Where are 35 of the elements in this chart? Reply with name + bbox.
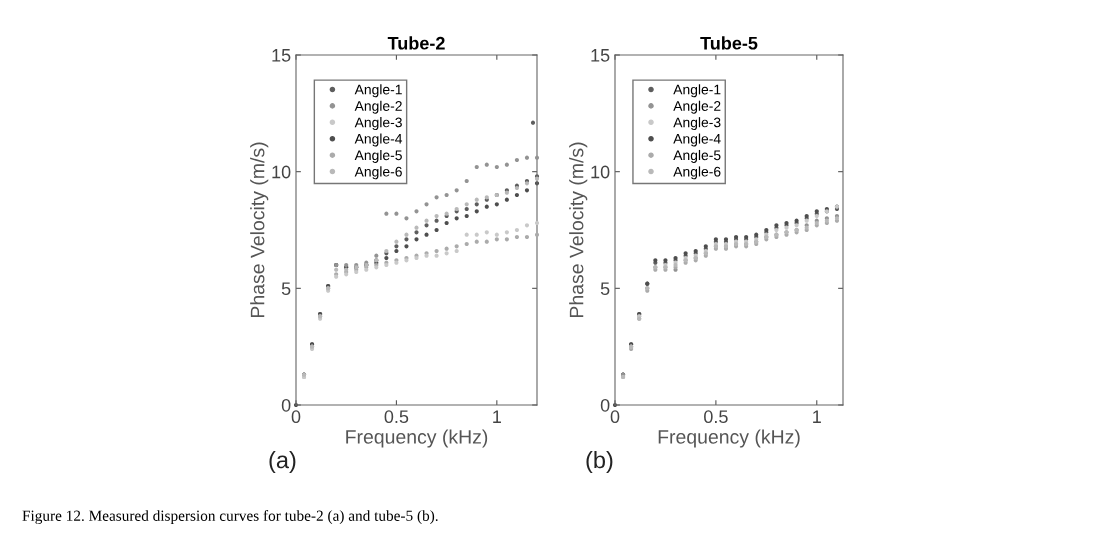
legend-label: Angle-6: [354, 166, 402, 180]
y-tick-label: 5: [600, 282, 610, 296]
legend-label: Angle-2: [673, 100, 721, 114]
chart-title: Tube-2: [387, 36, 445, 50]
x-tick-label: 0: [291, 410, 301, 424]
y-tick-label: 15: [591, 49, 610, 62]
y-tick-label: 0: [600, 398, 610, 412]
legend-label: Angle-4: [673, 133, 721, 147]
x-axis-title: Frequency (kHz): [658, 429, 800, 448]
y-tick-label: 5: [281, 282, 291, 296]
y-axis-title: Phase Velocity (m/s): [250, 142, 269, 318]
text: (a): [269, 450, 296, 473]
x-tick-label: 1: [813, 410, 821, 423]
legend-label: Angle-4: [354, 133, 403, 147]
legend-label: Angle-5: [673, 149, 721, 163]
x-tick-label: 0.5: [384, 410, 409, 424]
x-axis-title: Frequency (kHz): [346, 429, 488, 448]
legend-label: Angle-1: [673, 84, 721, 98]
legend-label: Angle-3: [673, 117, 721, 131]
x-tick-label: 0: [610, 410, 620, 424]
caption: Figure 12. Measured dispersion curves for tube-2 (a) and tube-5 (b).: [22, 509, 438, 525]
y-tick-label: 10: [591, 165, 610, 179]
legend-label: Angle-3: [354, 117, 402, 131]
y-axis-title: Phase Velocity (m/s): [569, 142, 588, 318]
x-tick-label: 0.5: [704, 410, 728, 424]
y-tick-label: 10: [272, 165, 291, 179]
legend-label: Angle-1: [354, 84, 402, 98]
legend-label: Angle-2: [354, 100, 402, 114]
legend-label: Angle-5: [354, 149, 402, 163]
y-tick-label: 0: [281, 398, 291, 412]
y-tick-label: 15: [272, 49, 291, 62]
x-tick-label: 1: [493, 410, 501, 423]
legend-label: Angle-6: [673, 166, 721, 180]
chart-title: Tube-5: [700, 36, 758, 50]
text: (b): [586, 450, 613, 473]
